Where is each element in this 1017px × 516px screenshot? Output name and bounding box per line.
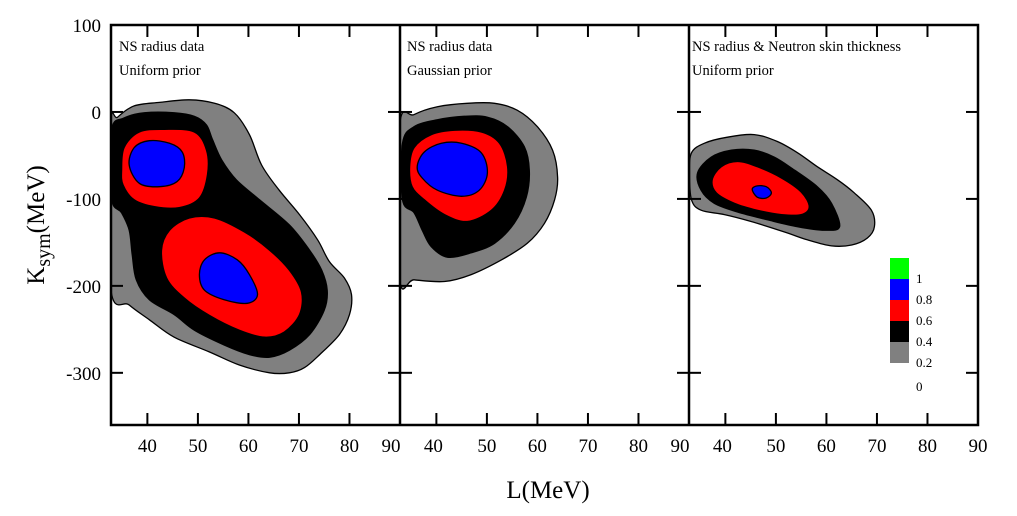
x-tick-label: 40 [713, 436, 732, 457]
panel-frames [109, 23, 980, 427]
panel-3-contours [689, 133, 876, 247]
colorbar-swatch [890, 300, 909, 321]
y-axis-label-main: K [23, 267, 50, 285]
panel-1-annotation-line-1: NS radius data [119, 39, 205, 55]
y-tick-label: -300 [66, 364, 101, 385]
colorbar-swatch [890, 321, 909, 342]
x-tick-label: 90 [969, 436, 988, 457]
y-axis-label-subscript: sym [33, 233, 55, 267]
colorbar-label: 0.4 [916, 334, 933, 349]
colorbar-label: 0.2 [916, 355, 932, 370]
panel-1-annotation-line-2: Uniform prior [119, 63, 201, 79]
contour-level-0.8 [128, 139, 186, 188]
colorbar-swatch [890, 279, 909, 300]
x-tick-label: 40 [424, 436, 443, 457]
colorbar-swatch [890, 342, 909, 363]
colorbar-label: 0.6 [916, 313, 933, 328]
panel-2-contours [400, 101, 559, 290]
x-tick-label: 50 [766, 436, 785, 457]
contour-level-0.8 [416, 141, 489, 197]
y-tick-label: -100 [66, 190, 101, 211]
x-tick-label: 70 [289, 436, 308, 457]
x-tick-label: 70 [578, 436, 597, 457]
x-tick-label: 60 [528, 436, 547, 457]
y-axis-label-unit: (MeV) [23, 165, 50, 233]
panel-2-annotation-line-2: Gaussian prior [407, 63, 492, 79]
y-axis-label: Ksym(MeV) [23, 165, 55, 284]
panel-3-annotation-line-1: NS radius & Neutron skin thickness [692, 39, 901, 55]
plot-frame [109, 23, 980, 427]
x-tick-label: 80 [340, 436, 359, 457]
panel-2-annotation-line-1: NS radius data [407, 39, 493, 55]
x-tick-label: 40 [138, 436, 157, 457]
contour-level-0.8 [198, 252, 259, 305]
panel-3-annotation-line-2: Uniform prior [692, 63, 774, 79]
panel-1-contours [111, 99, 353, 375]
x-tick-label: 50 [477, 436, 496, 457]
x-tick-label: 90 [382, 436, 401, 457]
y-tick-label: 100 [73, 16, 102, 37]
x-tick-label: 50 [188, 436, 207, 457]
x-tick-label: 80 [629, 436, 648, 457]
contour-layer [111, 99, 876, 375]
colorbar-swatch [890, 258, 909, 279]
colorbar-legend: 1 0.8 0.6 0.4 0.2 0 [890, 258, 933, 394]
colorbar-label: 1 [916, 271, 923, 286]
colorbar-label: 0.8 [916, 292, 932, 307]
x-tick-label: 60 [817, 436, 836, 457]
y-tick-label: -200 [66, 277, 101, 298]
x-tick-label: 60 [239, 436, 258, 457]
contour-level-0.8 [751, 184, 773, 200]
x-tick-label: 90 [671, 436, 690, 457]
tick-layer: 40 50 60 70 80 90 40 50 60 70 80 90 40 50 60 70 80 901000… [66, 16, 987, 457]
x-tick-label: 80 [918, 436, 937, 457]
x-axis-label: L(MeV) [506, 477, 589, 504]
colorbar-label: 0 [916, 379, 923, 394]
y-tick-label: 0 [92, 103, 102, 124]
x-tick-label: 70 [867, 436, 886, 457]
